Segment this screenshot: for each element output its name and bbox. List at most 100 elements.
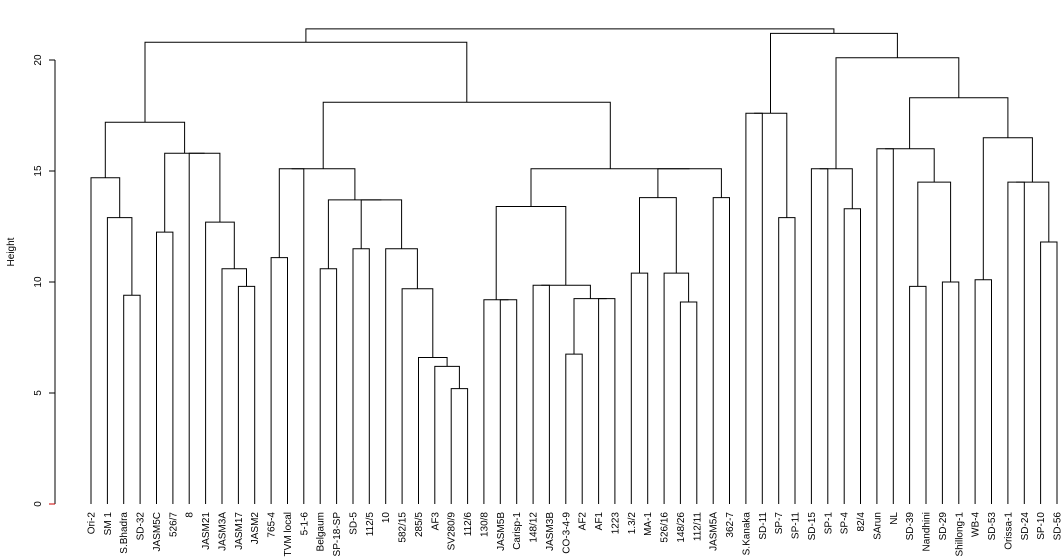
leaf-label: JASM3B bbox=[545, 512, 556, 551]
link-D5 bbox=[843, 208, 861, 504]
leaf-label: JASM5A bbox=[709, 512, 720, 551]
link-D2 bbox=[778, 217, 796, 504]
link-B7 bbox=[401, 288, 434, 504]
leaf-label: 8 bbox=[185, 512, 196, 518]
link-A10 bbox=[104, 121, 186, 178]
link-A5 bbox=[237, 285, 256, 504]
link-C6 bbox=[573, 298, 607, 355]
leaf-label: 765-4 bbox=[267, 512, 278, 538]
leaf-label: JASM21 bbox=[201, 512, 212, 550]
y-tick-label: 15 bbox=[33, 165, 44, 177]
link-D6 bbox=[819, 168, 853, 209]
link-D4 bbox=[810, 168, 829, 504]
leaf-label: SD-29 bbox=[938, 512, 949, 541]
leaf-label: SD-53 bbox=[987, 512, 998, 541]
y-tick-label: 20 bbox=[33, 54, 44, 66]
link-C5 bbox=[598, 298, 616, 504]
link-B10 bbox=[360, 199, 403, 249]
link-C14 bbox=[657, 168, 722, 198]
link-C8 bbox=[495, 206, 567, 300]
link-C11 bbox=[663, 272, 690, 504]
link-D1 bbox=[745, 112, 763, 504]
leaf-label: S.Kanaka bbox=[741, 512, 752, 556]
leaf-label: Shillong-1 bbox=[954, 512, 965, 557]
leaf-label: Carisp-1 bbox=[512, 512, 523, 550]
link-A9 bbox=[164, 152, 205, 233]
leaf-label: TVM local bbox=[283, 512, 294, 556]
leaf-label: MA-1 bbox=[643, 512, 654, 536]
link-C1 bbox=[499, 299, 518, 504]
link-B4 bbox=[450, 388, 469, 504]
leaf-label: AF3 bbox=[430, 512, 441, 531]
link-A2 bbox=[106, 217, 133, 504]
leaf-label: 130/8 bbox=[479, 512, 490, 537]
link-A4 bbox=[156, 231, 174, 504]
link-C4 bbox=[565, 353, 583, 504]
leaf-label: SD-24 bbox=[1020, 512, 1031, 541]
link-C12 bbox=[639, 197, 677, 274]
y-tick-label: 0 bbox=[33, 501, 44, 507]
y-tick-label: 5 bbox=[33, 390, 44, 396]
leaf-label: SD-5 bbox=[349, 512, 360, 535]
link-D13 bbox=[1007, 181, 1025, 504]
y-tick-label: 10 bbox=[33, 276, 44, 288]
leaf-label: 1.3/2 bbox=[627, 512, 638, 535]
leaf-label: 5-1-6 bbox=[299, 512, 310, 536]
link-C7 bbox=[541, 284, 591, 299]
link-A1 bbox=[123, 294, 141, 504]
leaf-label: SD-56 bbox=[1053, 512, 1061, 541]
link-B6 bbox=[418, 357, 448, 504]
leaf-label: 582/15 bbox=[398, 512, 409, 543]
link-C13 bbox=[712, 197, 730, 504]
leaf-label: Orissa-1 bbox=[1003, 512, 1014, 550]
link-B2 bbox=[278, 168, 305, 504]
leaf-label: SP-11 bbox=[791, 512, 802, 539]
leaf-label: 526/7 bbox=[168, 512, 179, 537]
link-C10 bbox=[679, 301, 698, 504]
leaf-label: Nandhini bbox=[922, 512, 933, 551]
leaf-label: 526/16 bbox=[660, 512, 671, 543]
leaf-label: JASM2 bbox=[250, 512, 261, 545]
link-D12 bbox=[974, 279, 992, 504]
dendrogram-links bbox=[90, 28, 1058, 504]
link-L bbox=[144, 41, 468, 123]
link-B11 bbox=[327, 199, 382, 269]
link-D18 bbox=[835, 57, 960, 169]
link-B5 bbox=[434, 365, 460, 504]
link-D17 bbox=[909, 97, 1009, 149]
link-A7 bbox=[205, 221, 235, 504]
link-D7 bbox=[876, 148, 894, 504]
leaf-label: Ori-2 bbox=[87, 512, 98, 535]
leaf-label: 362-7 bbox=[725, 512, 736, 538]
link-A8 bbox=[188, 152, 221, 504]
leaf-label: AF2 bbox=[578, 512, 589, 531]
leaf-label: 112/11 bbox=[692, 512, 703, 542]
leaf-label: SD-11 bbox=[758, 512, 769, 540]
leaf-label: 148/26 bbox=[676, 512, 687, 543]
link-D15 bbox=[1016, 181, 1050, 242]
leaf-label: 285/5 bbox=[414, 512, 425, 537]
leaf-label: SP-10 bbox=[1036, 512, 1047, 540]
leaf-label: JASM3A bbox=[218, 512, 229, 551]
leaf-label: SArun bbox=[872, 512, 883, 540]
leaf-label: SP-7 bbox=[774, 512, 785, 535]
leaf-label: JASM5C bbox=[152, 512, 163, 551]
link-D8 bbox=[909, 285, 927, 504]
link-C2 bbox=[483, 299, 509, 504]
link-C15 bbox=[530, 168, 690, 207]
link-B1 bbox=[270, 257, 288, 504]
link-BC bbox=[322, 101, 611, 169]
leaf-label: 10 bbox=[381, 512, 392, 524]
leaf-label: AF1 bbox=[594, 512, 605, 531]
leaf-label: SM 1 bbox=[103, 512, 114, 536]
link-D11 bbox=[885, 148, 935, 183]
leaf-label: SP-18-SP bbox=[332, 512, 343, 557]
leaf-label: NL bbox=[889, 512, 900, 525]
link-C3 bbox=[532, 284, 550, 504]
leaf-label: SD-39 bbox=[905, 512, 916, 541]
leaf-label: SD-32 bbox=[136, 512, 147, 541]
leaf-label: 148/12 bbox=[529, 512, 540, 543]
leaf-label: Belgaum bbox=[316, 512, 327, 551]
link-D3 bbox=[754, 112, 788, 218]
